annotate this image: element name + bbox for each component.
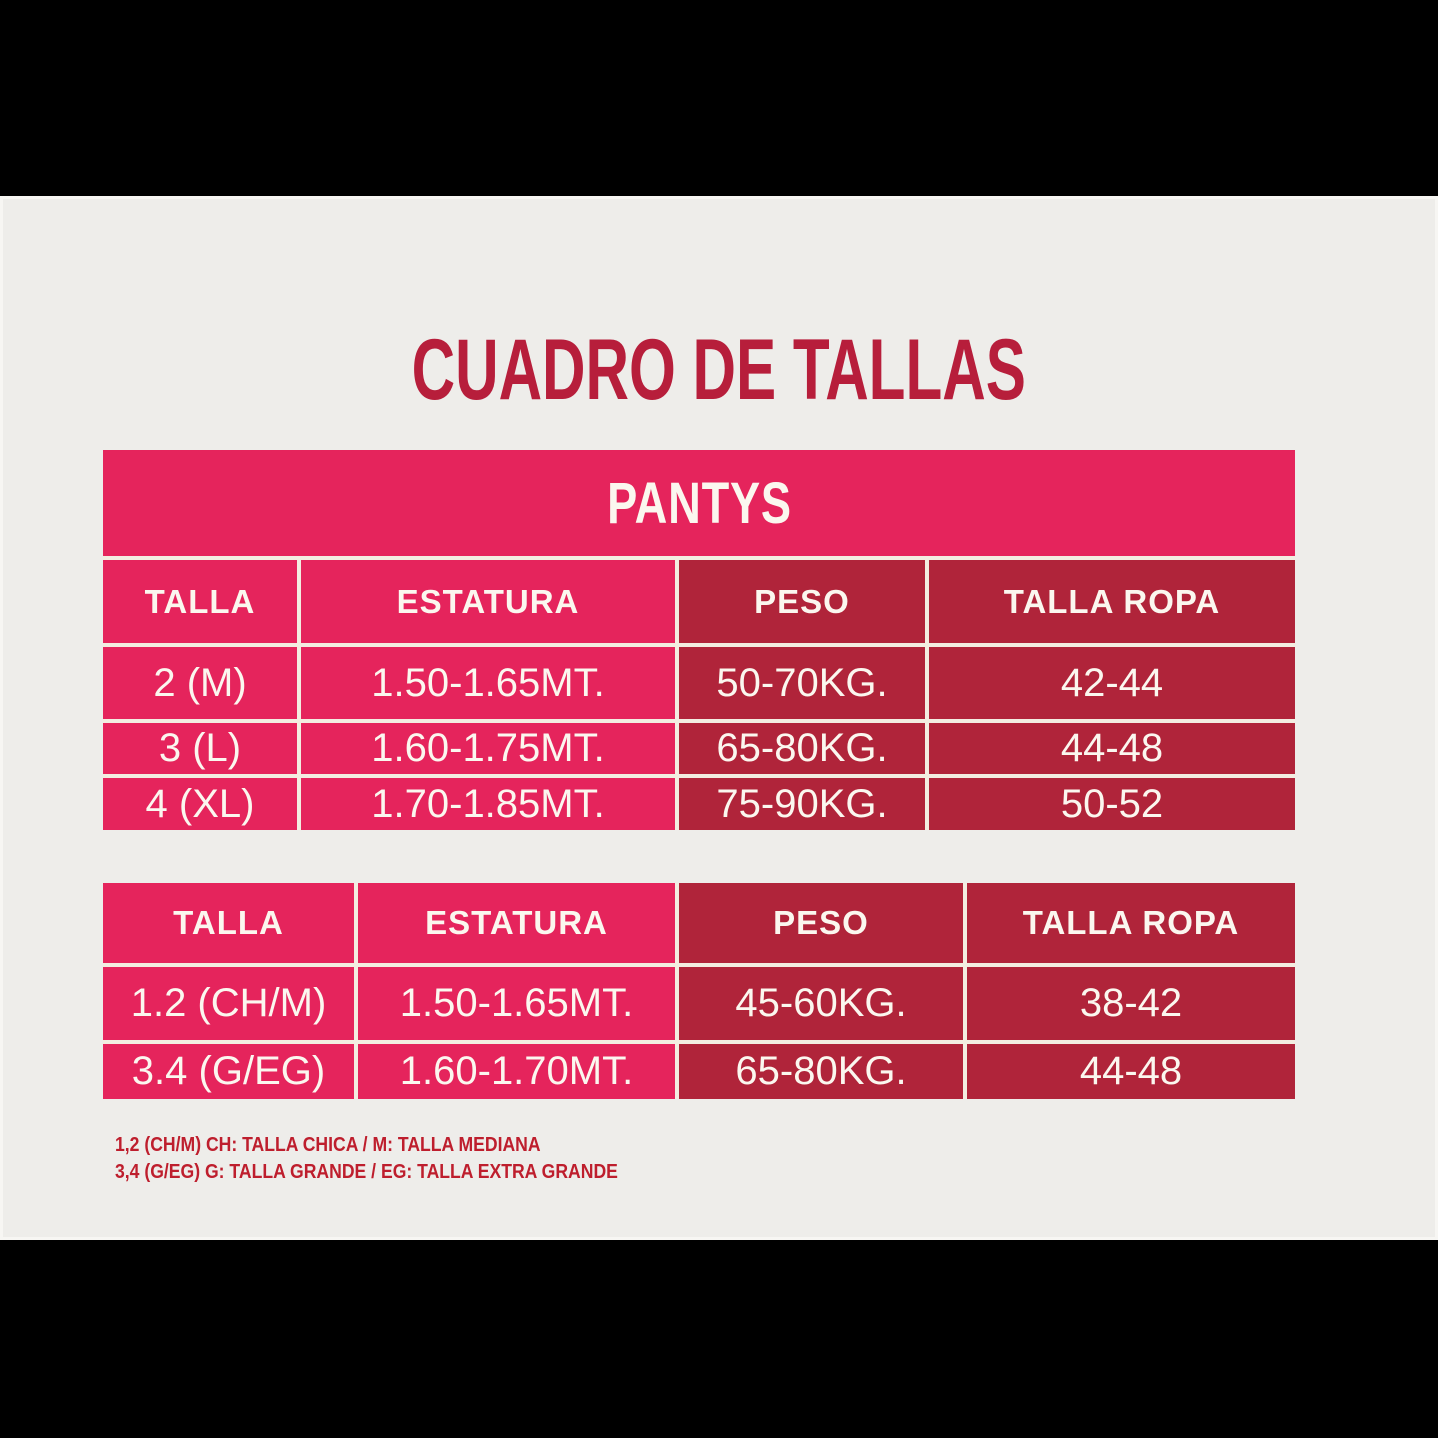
data-cell: 75-90KG.	[679, 778, 925, 830]
data-cell: 1.50-1.65MT.	[358, 967, 675, 1040]
table-banner: PANTYS	[103, 450, 1295, 556]
data-cell: 3.4 (G/EG)	[103, 1044, 354, 1099]
footnotes: 1,2 (CH/M) CH: TALLA CHICA / M: TALLA ME…	[115, 1132, 686, 1186]
data-cell: 1.2 (CH/M)	[103, 967, 354, 1040]
data-cell: 2 (M)	[103, 647, 297, 719]
data-cell: 65-80KG.	[679, 723, 925, 774]
data-cell: 38-42	[967, 967, 1295, 1040]
data-cell: 1.70-1.85MT.	[301, 778, 675, 830]
data-cell: 4 (XL)	[103, 778, 297, 830]
data-cell: 50-70KG.	[679, 647, 925, 719]
secondary-size-table: TALLA ESTATURA PESO TALLA ROPA 1.2 (CH/M…	[103, 883, 1295, 1099]
table-banner-text: PANTYS	[606, 470, 792, 536]
data-cell: 1.60-1.70MT.	[358, 1044, 675, 1099]
header-cell-estatura: ESTATURA	[358, 883, 675, 963]
content-panel: CUADRO DE TALLAS PANTYS TALLA ESTATURA P…	[0, 196, 1438, 1240]
data-cell: 45-60KG.	[679, 967, 963, 1040]
header-cell-peso: PESO	[679, 883, 963, 963]
data-cell: 1.60-1.75MT.	[301, 723, 675, 774]
page-title: CUADRO DE TALLAS	[3, 327, 1435, 413]
header-cell-talla: TALLA	[103, 560, 297, 643]
pantys-size-table: PANTYS TALLA ESTATURA PESO TALLA ROPA 2 …	[103, 450, 1295, 830]
header-cell-talla: TALLA	[103, 883, 354, 963]
header-cell-estatura: ESTATURA	[301, 560, 675, 643]
header-cell-talla-ropa: TALLA ROPA	[967, 883, 1295, 963]
data-cell: 65-80KG.	[679, 1044, 963, 1099]
header-cell-talla-ropa: TALLA ROPA	[929, 560, 1295, 643]
data-cell: 42-44	[929, 647, 1295, 719]
data-cell: 44-48	[929, 723, 1295, 774]
footnote-line: 3,4 (G/EG) G: TALLA GRANDE / EG: TALLA E…	[115, 1161, 618, 1183]
data-cell: 44-48	[967, 1044, 1295, 1099]
data-cell: 1.50-1.65MT.	[301, 647, 675, 719]
data-cell: 50-52	[929, 778, 1295, 830]
header-cell-peso: PESO	[679, 560, 925, 643]
page-title-text: CUADRO DE TALLAS	[411, 322, 1027, 418]
footnote-line: 1,2 (CH/M) CH: TALLA CHICA / M: TALLA ME…	[115, 1134, 541, 1156]
data-cell: 3 (L)	[103, 723, 297, 774]
